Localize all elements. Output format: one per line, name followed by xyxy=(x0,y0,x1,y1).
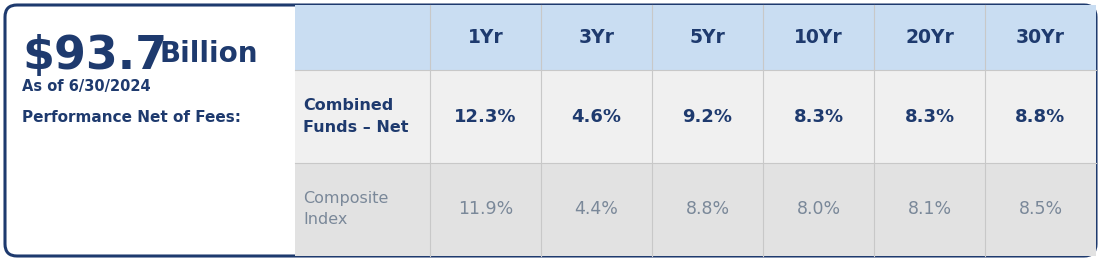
Text: 8.3%: 8.3% xyxy=(794,108,843,126)
Text: 8.3%: 8.3% xyxy=(904,108,955,126)
Text: 8.5%: 8.5% xyxy=(1018,200,1062,218)
Text: Composite
Index: Composite Index xyxy=(303,192,389,228)
Text: 11.9%: 11.9% xyxy=(458,200,513,218)
Bar xyxy=(295,70,1095,163)
Text: 12.3%: 12.3% xyxy=(455,108,516,126)
Text: 4.6%: 4.6% xyxy=(571,108,621,126)
Text: $93.7: $93.7 xyxy=(22,33,167,79)
Text: 8.0%: 8.0% xyxy=(796,200,840,218)
Text: As of 6/30/2024: As of 6/30/2024 xyxy=(22,79,151,93)
Text: Billion: Billion xyxy=(160,40,259,68)
Text: 4.4%: 4.4% xyxy=(575,200,619,218)
Bar xyxy=(295,5,1095,70)
Text: 30Yr: 30Yr xyxy=(1016,28,1065,47)
Text: 8.8%: 8.8% xyxy=(686,200,730,218)
Text: 1Yr: 1Yr xyxy=(468,28,503,47)
Text: Combined
Funds – Net: Combined Funds – Net xyxy=(303,98,408,134)
Text: 9.2%: 9.2% xyxy=(683,108,732,126)
Text: 3Yr: 3Yr xyxy=(578,28,614,47)
Text: Performance Net of Fees:: Performance Net of Fees: xyxy=(22,110,241,126)
Bar xyxy=(295,163,1095,256)
FancyBboxPatch shape xyxy=(6,5,1095,256)
Text: 10Yr: 10Yr xyxy=(794,28,843,47)
Text: 20Yr: 20Yr xyxy=(905,28,953,47)
Text: 5Yr: 5Yr xyxy=(689,28,726,47)
Text: 8.1%: 8.1% xyxy=(907,200,951,218)
Text: 8.8%: 8.8% xyxy=(1015,108,1066,126)
